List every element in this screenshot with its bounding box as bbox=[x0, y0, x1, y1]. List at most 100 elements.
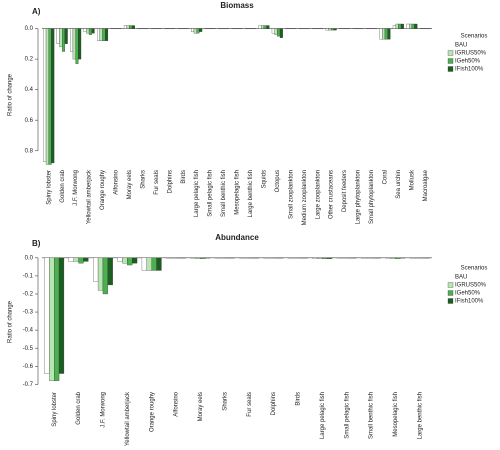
x-tick-label: Birds bbox=[181, 170, 187, 184]
bar bbox=[58, 257, 65, 374]
bar bbox=[382, 28, 386, 40]
bar bbox=[156, 257, 162, 271]
bar bbox=[48, 28, 52, 165]
bar bbox=[99, 28, 103, 41]
x-tick-label: Sharks bbox=[222, 392, 228, 411]
x-tick-label: Mollusk bbox=[409, 169, 415, 190]
x-tick-label: Birds bbox=[296, 392, 302, 406]
bar bbox=[390, 257, 396, 259]
bar bbox=[398, 23, 402, 29]
legend-swatch bbox=[447, 282, 454, 288]
bar bbox=[199, 28, 203, 32]
bar bbox=[43, 28, 47, 162]
x-tick-label: Yellowtail amberjack bbox=[125, 391, 131, 446]
chart-title: Abundance bbox=[215, 233, 259, 242]
bar bbox=[78, 257, 84, 264]
x-tick-label: Large benthic fish bbox=[248, 170, 254, 217]
x-tick-label: Other crustaceans bbox=[329, 170, 335, 219]
x-tick-label: Large pelagic fish bbox=[194, 170, 200, 217]
x-tick-label: Large phytoplankton bbox=[356, 170, 362, 224]
bar bbox=[328, 28, 332, 31]
y-axis-label: Ratio of change bbox=[8, 73, 14, 116]
bar bbox=[333, 28, 337, 31]
x-tick-label: Deposit feeders bbox=[342, 170, 348, 212]
bar bbox=[123, 25, 127, 29]
x-tick-label: Alfonsino bbox=[114, 169, 120, 194]
x-tick-label: Orange roughy bbox=[149, 392, 155, 432]
bar bbox=[261, 25, 265, 29]
bar bbox=[312, 257, 318, 259]
x-tick-label: Large benthic fish bbox=[417, 392, 423, 439]
legend-label: IGRUS50% bbox=[455, 51, 487, 57]
bar bbox=[117, 257, 123, 262]
x-tick-label: Spiny lobster bbox=[52, 392, 58, 427]
x-tick-label: Yellowtail amberjack bbox=[87, 169, 93, 224]
x-tick-label: Mesopelagic fish bbox=[235, 170, 241, 215]
y-tick-label: 0.6 bbox=[25, 118, 34, 124]
bar bbox=[132, 257, 138, 264]
x-tick-label: Small zooplankton bbox=[288, 170, 294, 219]
bar bbox=[97, 257, 104, 291]
legend-title: Scenarios bbox=[461, 266, 488, 272]
y-tick-label: -0.5 bbox=[23, 346, 34, 352]
legend-swatch bbox=[447, 290, 454, 296]
y-tick-label: -0.3 bbox=[23, 310, 34, 316]
bar bbox=[414, 23, 418, 29]
x-tick-label: Small benthic fish bbox=[369, 392, 375, 439]
x-tick-label: Sea urchin bbox=[396, 170, 402, 199]
y-tick-label: -0.1 bbox=[23, 273, 34, 279]
bar bbox=[93, 257, 99, 282]
bar bbox=[266, 25, 270, 29]
x-tick-label: Dolphins bbox=[271, 392, 277, 415]
bar bbox=[263, 25, 267, 29]
bar bbox=[327, 257, 333, 259]
bar bbox=[258, 25, 262, 29]
legend-label: IFish100% bbox=[455, 299, 484, 305]
bar bbox=[322, 257, 328, 259]
bar bbox=[325, 28, 329, 31]
legend-label: IGeh50% bbox=[455, 291, 481, 297]
legend-swatch bbox=[447, 50, 454, 56]
bar bbox=[51, 28, 55, 164]
bar bbox=[83, 28, 87, 32]
legend-label: IGeh50% bbox=[455, 59, 481, 65]
legend-label: BAU bbox=[455, 275, 467, 281]
legend-label: IGRUS50% bbox=[455, 283, 487, 289]
y-tick-label: 0.0 bbox=[25, 255, 34, 261]
x-tick-label: Small benthic fish bbox=[221, 170, 227, 217]
bar bbox=[86, 28, 90, 34]
bar bbox=[392, 25, 396, 29]
y-tick-label: -0.4 bbox=[23, 328, 34, 334]
y-tick-label: -0.7 bbox=[23, 382, 34, 388]
bar bbox=[75, 28, 79, 64]
bar bbox=[411, 23, 415, 29]
legend-swatch bbox=[447, 298, 454, 304]
bar bbox=[102, 28, 106, 41]
bar bbox=[91, 28, 95, 34]
y-tick-label: 0.4 bbox=[25, 87, 34, 93]
x-tick-label: Golden crab bbox=[76, 391, 82, 424]
bar bbox=[274, 28, 278, 35]
legend-label: BAU bbox=[455, 43, 467, 49]
bar bbox=[379, 28, 383, 40]
bar bbox=[73, 257, 79, 262]
bar bbox=[196, 28, 200, 34]
bar bbox=[64, 28, 68, 44]
bar bbox=[200, 257, 206, 259]
bar bbox=[129, 25, 133, 29]
bar bbox=[62, 28, 66, 52]
x-tick-label: Small phytoplankton bbox=[369, 170, 375, 224]
bar bbox=[54, 257, 60, 381]
y-axis-label: Ratio of change bbox=[8, 300, 14, 343]
legend-swatch bbox=[447, 66, 454, 72]
x-tick-label: Moray eels bbox=[198, 392, 204, 421]
legend-swatch bbox=[448, 42, 453, 48]
legend-title: Scenarios bbox=[461, 34, 488, 40]
bar bbox=[127, 257, 133, 266]
x-tick-label: Small pelagic fish bbox=[344, 392, 350, 439]
x-tick-label: Fur seals bbox=[154, 170, 160, 195]
legend-swatch bbox=[447, 58, 454, 64]
bar bbox=[49, 257, 55, 381]
bar bbox=[68, 257, 74, 262]
